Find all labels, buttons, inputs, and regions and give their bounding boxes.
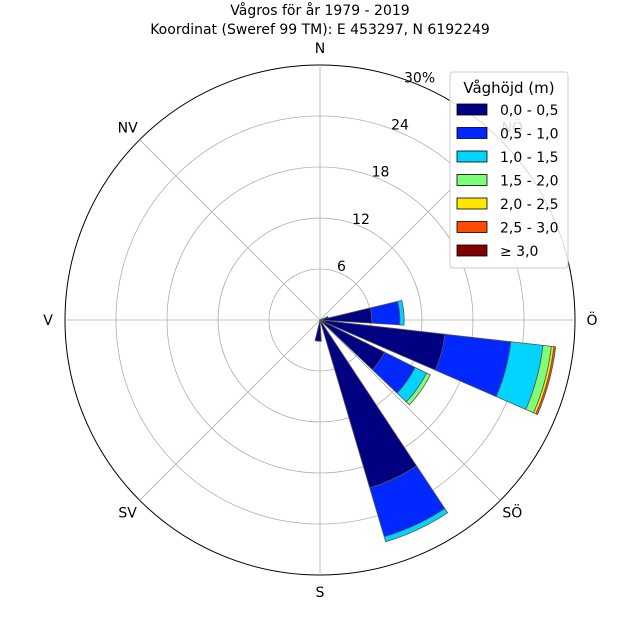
legend-items: 0,0 - 0,5 0,5 - 1,0 1,0 - 1,5 1,5 - 2,0 2,0 … [456,103,558,260]
sector-bar-segment [535,346,557,416]
legend-swatch [456,197,488,210]
radial-tick-label: 12 [352,212,370,228]
radial-tick-labels: 6 12 18 24 30% [337,70,435,274]
sector-bar-segment [314,319,322,342]
legend-swatch [456,221,488,233]
legend-swatch [456,103,488,116]
legend-frame [449,71,569,269]
sector-bar-segment [369,300,401,326]
direction-label: NV [118,121,138,137]
legend: Våghöjd (m) 0,0 - 0,5 0,5 - 1,0 1,0 - 1,5 1… [449,71,569,269]
chart-title: Vågros för år 1979 - 2019 [230,2,409,19]
legend-label: 2,0 - 2,5 [500,197,558,213]
radial-tick-label: 18 [372,165,390,181]
sector-bar-segment [405,372,431,406]
legend-label: 0,5 - 1,0 [500,127,558,143]
direction-label: S [316,585,325,601]
grid-spoke [319,319,501,501]
legend-swatch [456,174,488,186]
legend-label: 1,0 - 1,5 [500,150,558,166]
direction-label: SÖ [502,503,522,521]
sector-bar-segment [383,507,449,543]
grid-spoke [139,319,321,501]
legend-swatch [456,150,488,163]
radial-tick-label: 30% [404,70,435,86]
legend-swatch [456,127,488,139]
radial-tick-label: 24 [391,118,409,134]
sector-bar-segment [397,299,405,326]
chart-subtitle: Koordinat (Sweref 99 TM): E 453297, N 61… [150,22,490,38]
polar-grid [64,64,576,576]
radial-tick-label: 6 [337,259,346,275]
direction-label: V [43,313,53,329]
direction-label: N [315,41,325,57]
legend-label: ≥ 3,0 [500,244,538,260]
legend-title: Våghöjd (m) [463,79,554,97]
legend-label: 2,5 - 3,0 [500,221,558,237]
direction-label: Ö [586,311,597,329]
direction-label: SV [118,505,137,521]
grid-spoke [139,139,321,321]
legend-label: 0,0 - 0,5 [500,103,558,119]
sector-bars [314,299,557,543]
legend-swatch [456,244,488,257]
legend-label: 1,5 - 2,0 [500,174,558,190]
